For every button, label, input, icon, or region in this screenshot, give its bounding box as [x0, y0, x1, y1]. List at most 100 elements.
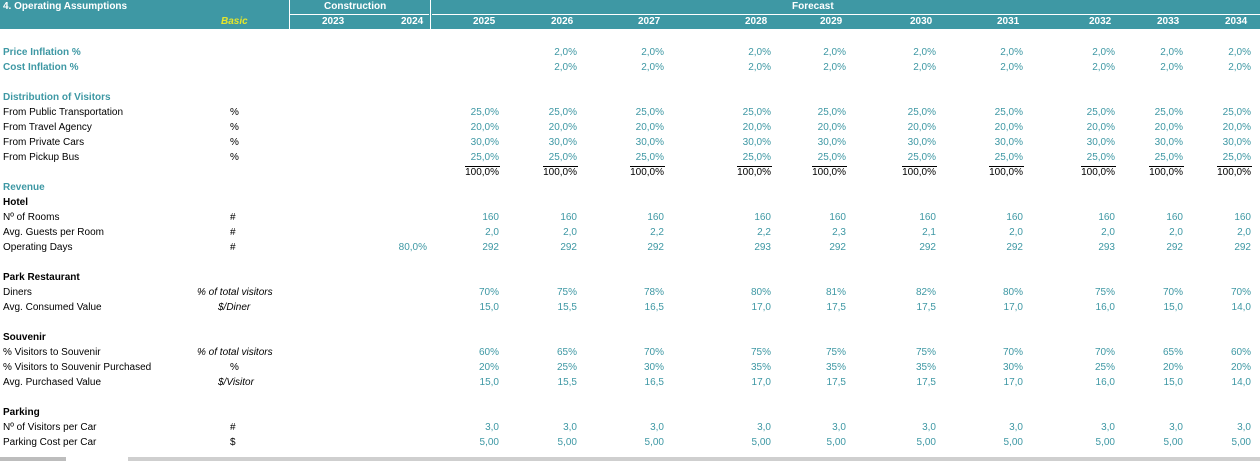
value-cell[interactable]: 2,0% — [823, 47, 846, 58]
value-cell[interactable]: 2,0 — [1101, 227, 1115, 238]
value-cell[interactable]: 2,2 — [757, 227, 771, 238]
value-cell[interactable]: 15,0 — [1163, 302, 1183, 313]
value-cell[interactable]: 5,00 — [751, 437, 771, 448]
value-cell[interactable]: 80% — [1002, 287, 1023, 298]
value-cell[interactable]: 3,0 — [1009, 422, 1023, 433]
value-cell[interactable]: 2,0 — [563, 227, 577, 238]
value-cell[interactable]: 292 — [647, 242, 664, 253]
value-cell[interactable]: 2,0 — [1169, 227, 1183, 238]
value-cell[interactable]: 16,5 — [644, 302, 664, 313]
value-cell[interactable]: 3,0 — [922, 422, 936, 433]
value-cell[interactable]: 20,0% — [635, 122, 664, 133]
value-cell[interactable]: 160 — [1234, 212, 1251, 223]
value-cell[interactable]: 30,0% — [548, 137, 577, 148]
value-cell[interactable]: 5,00 — [826, 437, 846, 448]
value-cell[interactable]: 3,0 — [1237, 422, 1251, 433]
value-cell[interactable]: 25,0% — [1086, 107, 1115, 118]
value-cell[interactable]: 2,3 — [832, 227, 846, 238]
value-cell[interactable]: 2,0% — [823, 62, 846, 73]
value-cell[interactable]: 70% — [478, 287, 499, 298]
value-cell[interactable]: 3,0 — [832, 422, 846, 433]
value-cell[interactable]: 25% — [556, 362, 577, 373]
value-cell[interactable]: 20,0% — [907, 122, 936, 133]
value-cell[interactable]: 100,0% — [902, 167, 936, 178]
value-cell[interactable]: 25,0% — [742, 107, 771, 118]
value-cell[interactable]: 25,0% — [548, 107, 577, 118]
value-cell[interactable]: 30,0% — [907, 137, 936, 148]
value-cell[interactable]: 292 — [560, 242, 577, 253]
value-cell[interactable]: 25,0% — [907, 152, 936, 163]
value-cell[interactable]: 25,0% — [994, 152, 1023, 163]
value-cell[interactable]: 293 — [1098, 242, 1115, 253]
value-cell[interactable]: 20% — [1230, 362, 1251, 373]
value-cell[interactable]: 16,5 — [644, 377, 664, 388]
value-cell[interactable]: 80% — [750, 287, 771, 298]
value-cell[interactable]: 70% — [1162, 287, 1183, 298]
value-cell[interactable]: 100,0% — [812, 167, 846, 178]
value-cell[interactable]: 60% — [1230, 347, 1251, 358]
value-cell[interactable]: 25,0% — [1086, 152, 1115, 163]
value-cell[interactable]: 2,0% — [641, 47, 664, 58]
value-cell[interactable]: 30,0% — [994, 137, 1023, 148]
value-cell[interactable]: 292 — [1166, 242, 1183, 253]
value-cell[interactable]: 25,0% — [817, 152, 846, 163]
value-cell[interactable]: 17,0 — [1003, 302, 1023, 313]
value-cell[interactable]: 20,0% — [994, 122, 1023, 133]
value-cell[interactable]: 100,0% — [1149, 167, 1183, 178]
value-cell[interactable]: 30,0% — [470, 137, 499, 148]
value-cell[interactable]: 15,0 — [479, 302, 499, 313]
value-cell[interactable]: 292 — [1006, 242, 1023, 253]
value-cell[interactable]: 17,5 — [916, 302, 936, 313]
value-cell[interactable]: 65% — [1162, 347, 1183, 358]
value-cell[interactable]: 5,00 — [1163, 437, 1183, 448]
value-cell[interactable]: 15,5 — [557, 377, 577, 388]
value-cell[interactable]: 5,00 — [1095, 437, 1115, 448]
value-cell[interactable]: 14,0 — [1231, 377, 1251, 388]
value-cell[interactable]: 2,2 — [650, 227, 664, 238]
value-cell[interactable]: 81% — [825, 287, 846, 298]
value-cell[interactable]: 15,0 — [1163, 377, 1183, 388]
value-cell[interactable]: 2,0% — [1228, 62, 1251, 73]
value-cell[interactable]: 292 — [829, 242, 846, 253]
value-cell[interactable]: 25,0% — [1222, 152, 1251, 163]
value-cell[interactable]: 2,0% — [554, 62, 577, 73]
value-cell[interactable]: 25,0% — [548, 152, 577, 163]
value-cell[interactable]: 65% — [556, 347, 577, 358]
value-cell[interactable]: 2,0% — [641, 62, 664, 73]
value-cell[interactable]: 100,0% — [630, 167, 664, 178]
value-cell[interactable]: 292 — [1234, 242, 1251, 253]
value-cell[interactable]: 17,5 — [826, 302, 846, 313]
value-cell[interactable]: 20,0% — [742, 122, 771, 133]
value-cell[interactable]: 75% — [750, 347, 771, 358]
value-cell[interactable]: 25,0% — [635, 107, 664, 118]
value-cell[interactable]: 292 — [919, 242, 936, 253]
value-cell[interactable]: 80,0% — [398, 242, 427, 253]
value-cell[interactable]: 3,0 — [563, 422, 577, 433]
value-cell[interactable]: 20,0% — [817, 122, 846, 133]
value-cell[interactable]: 2,1 — [922, 227, 936, 238]
value-cell[interactable]: 2,0% — [1000, 62, 1023, 73]
value-cell[interactable]: 25,0% — [470, 152, 499, 163]
value-cell[interactable]: 20,0% — [1154, 122, 1183, 133]
value-cell[interactable]: 160 — [919, 212, 936, 223]
value-cell[interactable]: 17,5 — [826, 377, 846, 388]
value-cell[interactable]: 2,0% — [1000, 47, 1023, 58]
value-cell[interactable]: 160 — [482, 212, 499, 223]
value-cell[interactable]: 160 — [1006, 212, 1023, 223]
value-cell[interactable]: 70% — [1230, 287, 1251, 298]
value-cell[interactable]: 25,0% — [1154, 107, 1183, 118]
value-cell[interactable]: 25,0% — [635, 152, 664, 163]
value-cell[interactable]: 30,0% — [1222, 137, 1251, 148]
value-cell[interactable]: 20,0% — [470, 122, 499, 133]
value-cell[interactable]: 30,0% — [1086, 137, 1115, 148]
value-cell[interactable]: 75% — [825, 347, 846, 358]
value-cell[interactable]: 160 — [647, 212, 664, 223]
value-cell[interactable]: 292 — [482, 242, 499, 253]
value-cell[interactable]: 82% — [915, 287, 936, 298]
value-cell[interactable]: 2,0% — [1092, 62, 1115, 73]
value-cell[interactable]: 25,0% — [817, 107, 846, 118]
value-cell[interactable]: 78% — [643, 287, 664, 298]
value-cell[interactable]: 15,0 — [479, 377, 499, 388]
value-cell[interactable]: 3,0 — [485, 422, 499, 433]
value-cell[interactable]: 5,00 — [479, 437, 499, 448]
